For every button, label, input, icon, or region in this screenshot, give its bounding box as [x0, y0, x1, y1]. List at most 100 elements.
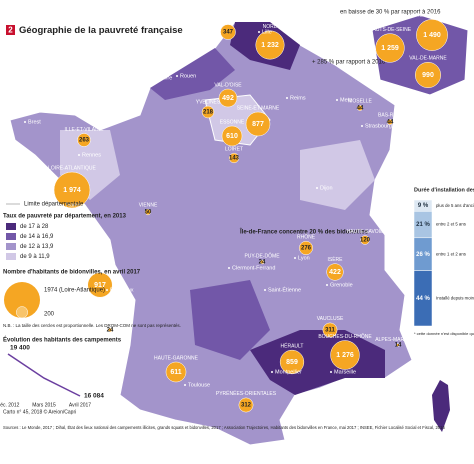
department-name: VAL-DE-MARNE [409, 56, 447, 62]
legend-swatch [6, 253, 16, 260]
camp-circle [245, 111, 271, 137]
duration-label: entre 1 et 2 ans [436, 251, 466, 256]
city-name: Toulouse [188, 382, 210, 388]
duration-value: 44 % [416, 296, 430, 302]
department-name: PYRÉNÉES-ORIENTALES [216, 390, 277, 397]
department-name: NORD [263, 24, 278, 30]
camp-circle [238, 397, 254, 413]
camp-value: 312 [241, 403, 252, 409]
department-name: SEINE-SAINT-DENIS [408, 13, 457, 19]
department-name: YVELINES [196, 99, 221, 105]
camp-circle [322, 322, 338, 338]
title: Géographie de la pauvreté française [19, 25, 183, 36]
city-name: Montpellier [275, 369, 302, 375]
region-mid [150, 48, 235, 100]
camp-value: 24 [259, 260, 266, 266]
city-name: Nice [402, 369, 413, 375]
badge: 2 [8, 26, 13, 35]
department-name: VAUCLUSE [317, 316, 344, 322]
legend-swatch [6, 223, 16, 230]
department-name: HÉRAULT [281, 342, 304, 349]
camp-circle [415, 62, 441, 88]
city-dot [184, 384, 186, 386]
city-dot [78, 154, 80, 156]
camp-value: 263 [79, 138, 90, 144]
camp-circle [360, 235, 370, 245]
camp-value: 50 [145, 210, 152, 216]
city-name: Nantes [66, 202, 84, 208]
legend-title: Nombre d'habitants de bidonvilles, en av… [3, 270, 141, 276]
camp-value: 1 276 [336, 352, 354, 359]
camp-value: 143 [229, 156, 240, 162]
city-name: Reims [290, 95, 306, 101]
legend-label: Limite départementale [24, 202, 84, 208]
department-name: SEINE-ET-MARNE [237, 105, 280, 111]
camp-circle [107, 327, 113, 333]
city-dot [294, 257, 296, 259]
city-dot [146, 77, 148, 79]
evolution-x-label: Mars 2015 [32, 402, 56, 408]
duration-title: Durée d'installation des campements * [414, 187, 474, 193]
legend-circle [4, 282, 40, 318]
region-dark [190, 280, 270, 360]
department-name: ISÈRE [327, 256, 343, 263]
city-name: Bordeaux [110, 287, 134, 293]
camp-circle [279, 349, 305, 375]
city-name: Le Havre [150, 75, 172, 81]
duration-label: plus de 5 ans d'ancienneté [436, 203, 474, 208]
camp-circle [165, 361, 187, 383]
city-dot [106, 289, 108, 291]
camp-value: 276 [301, 246, 312, 252]
city-dot [264, 289, 266, 291]
corsica [432, 380, 450, 432]
legend-label: de 9 à 11,9 [20, 254, 50, 260]
city-name: Lille [262, 29, 272, 35]
city-dot [398, 371, 400, 373]
department-name: HAUTE-GARONNE [154, 355, 199, 361]
evolution-value: 16 084 [84, 393, 104, 400]
department-name: ALPES-MARITIMES [375, 337, 421, 343]
camp-circle [259, 259, 265, 265]
legend-label: de 17 à 28 [20, 224, 49, 230]
region-light [300, 140, 375, 210]
camp-circle [228, 152, 240, 164]
legend-swatch [6, 243, 16, 250]
city-name: Rennes [82, 152, 101, 158]
evolution-title: Évolution des habitants des campements [3, 336, 122, 344]
camp-value: 44 [357, 106, 364, 112]
legend-label: 1974 (Loire-Atlantique) [44, 288, 105, 294]
camp-circle [357, 105, 363, 111]
city-dot [271, 371, 273, 373]
city-dot [176, 75, 178, 77]
camp-value: 1 490 [423, 32, 441, 39]
camp-value: 492 [222, 95, 234, 102]
city-dot [286, 97, 288, 99]
evolution-line [7, 353, 81, 397]
department-name: HAUTS-DE-SEINE [369, 27, 412, 33]
duration-value: 9 % [418, 203, 429, 209]
camp-circle [299, 241, 313, 255]
city-name: Clermont-Ferrand [232, 265, 275, 271]
camp-circle [221, 125, 243, 147]
legend-label: de 12 à 13,9 [20, 244, 54, 250]
duration-value: 26 % [416, 252, 430, 258]
camp-circle [396, 343, 400, 347]
city-dot [228, 267, 230, 269]
camp-value: 218 [203, 110, 214, 116]
department-name: LOIRE-ATLANTIQUE [48, 165, 96, 171]
legend-title: Taux de pauvreté par département, en 201… [3, 214, 127, 220]
city-dot [336, 99, 338, 101]
camp-circle [255, 30, 285, 60]
annotation: + 285 % par rapport à 2016 [312, 60, 386, 66]
city-dot [316, 187, 318, 189]
camp-circle [387, 119, 393, 125]
camp-value: 610 [226, 133, 238, 140]
camp-value: 44 [387, 120, 394, 126]
department-name: GIRONDE [88, 266, 112, 272]
duration-label: Installé depuis moins de 1 an [436, 295, 474, 300]
city-name: Metz [340, 97, 352, 103]
camp-circle [144, 208, 152, 216]
camp-circle [416, 19, 448, 51]
camp-value: 917 [94, 282, 106, 289]
annotation: en baisse de 30 % par rapport à 2016 [340, 10, 441, 16]
